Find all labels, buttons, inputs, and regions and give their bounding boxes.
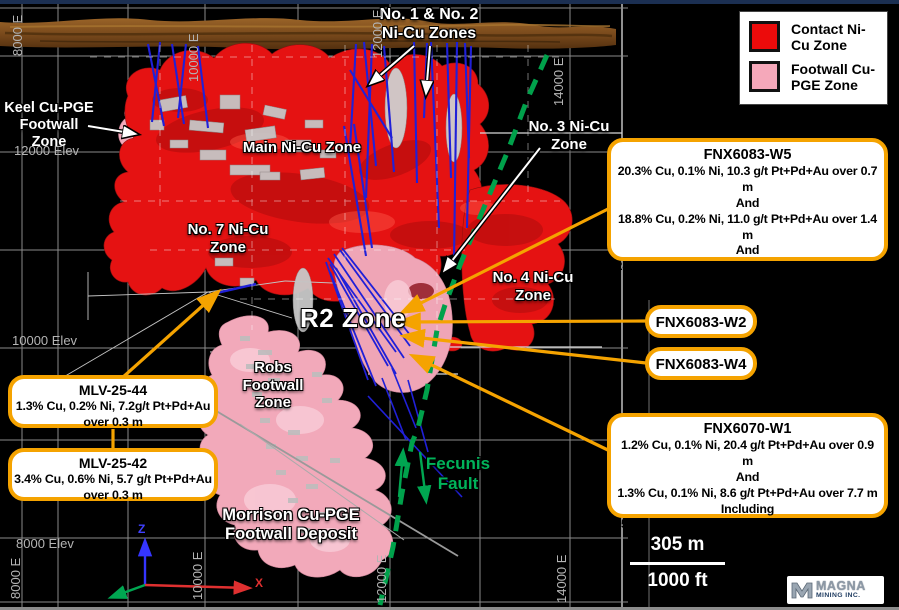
callout-fnx6083-w5: FNX6083-W5 20.3% Cu, 0.1% Ni, 10.3 g/t P… [607,138,888,273]
label-no7-zone: No. 7 Ni-Cu Zone [187,221,269,256]
easting-bottom-14000e: 14000 E [554,554,569,603]
legend-item-contact: Contact Ni-Cu Zone [749,21,881,53]
label-r2-zone: R2 Zone [299,303,407,333]
scale-imperial: 1000 ft [647,570,708,591]
easting-bottom-8000e: 8000 E [8,557,23,599]
label-robs-zone: Robs Footwall Zone [242,359,304,412]
label-keel-zone: Keel Cu-PGE Footwall Zone [4,100,94,151]
easting-bottom-12000e: 12000 E [374,554,389,603]
easting-top-14000e: 14000 E [551,57,566,106]
contact-zone-swatch [749,21,780,52]
annotation-arrows [87,44,542,271]
callout-mlv-25-44: MLV-25-44 1.3% Cu, 0.2% Ni, 7.2g/t Pt+Pd… [8,375,218,429]
label-main-zone: Main Ni-Cu Zone [242,139,362,156]
label-no4-zone: No. 4 Ni-Cu Zone [492,269,574,304]
label-fecunis-fault: Fecunis Fault [425,454,491,494]
triad-z-label: Z [138,522,146,536]
axis-triad [107,537,253,599]
scale-metric: 305 m [650,534,705,555]
callout-mlv-25-42: MLV-25-42 3.4% Cu, 0.6% Ni, 5.7 g/t Pt+P… [8,448,218,502]
elev-8000: 8000 Elev [16,536,74,551]
magna-mining-logo: MAGNA MINING INC. [787,576,884,604]
scale-bar-line [630,562,725,565]
label-no3-zone: No. 3 Ni-Cu Zone [528,118,610,153]
callout-connectors [111,206,647,454]
callout-fnx6083-w2: FNX6083-W2 [645,305,757,338]
callout-fnx6083-w4: FNX6083-W4 [645,347,757,380]
easting-top-12000e: 12000 E [370,9,385,58]
fault-movement-arrows [394,447,432,505]
logo-name: MAGNA [816,578,866,593]
easting-bottom-10000e: 10000 E [190,551,205,600]
legend: Contact Ni-Cu Zone Footwall Cu-PGE Zone [739,11,888,105]
elev-10000: 10000 Elev [12,333,78,348]
footwall-zone-swatch [749,61,780,93]
easting-top-8000e: 8000 E [10,14,25,56]
callout-fnx6070-w1: FNX6070-W1 1.2% Cu, 0.1% Ni, 20.4 g/t Pt… [607,413,888,547]
legend-item-footwall: Footwall Cu-PGE Zone [749,61,881,93]
elev-12000: 12000 Elev [14,143,80,158]
label-morrison-deposit: Morrison Cu-PGE Footwall Deposit [222,506,360,544]
triad-x-label: X [255,576,264,590]
fecunis-fault-line [377,53,550,606]
top-border-strip [0,0,899,4]
surface-band [0,18,616,50]
label-no1-no2-zone: No. 1 & No. 2 Ni-Cu Zones [379,6,479,42]
bottom-border-strip [0,607,899,610]
footwall-workings-speckle [240,336,340,533]
easting-top-10000e: 10000 E [186,33,201,82]
magna-m-icon [791,582,813,599]
logo-subtitle: MINING INC. [816,592,861,600]
